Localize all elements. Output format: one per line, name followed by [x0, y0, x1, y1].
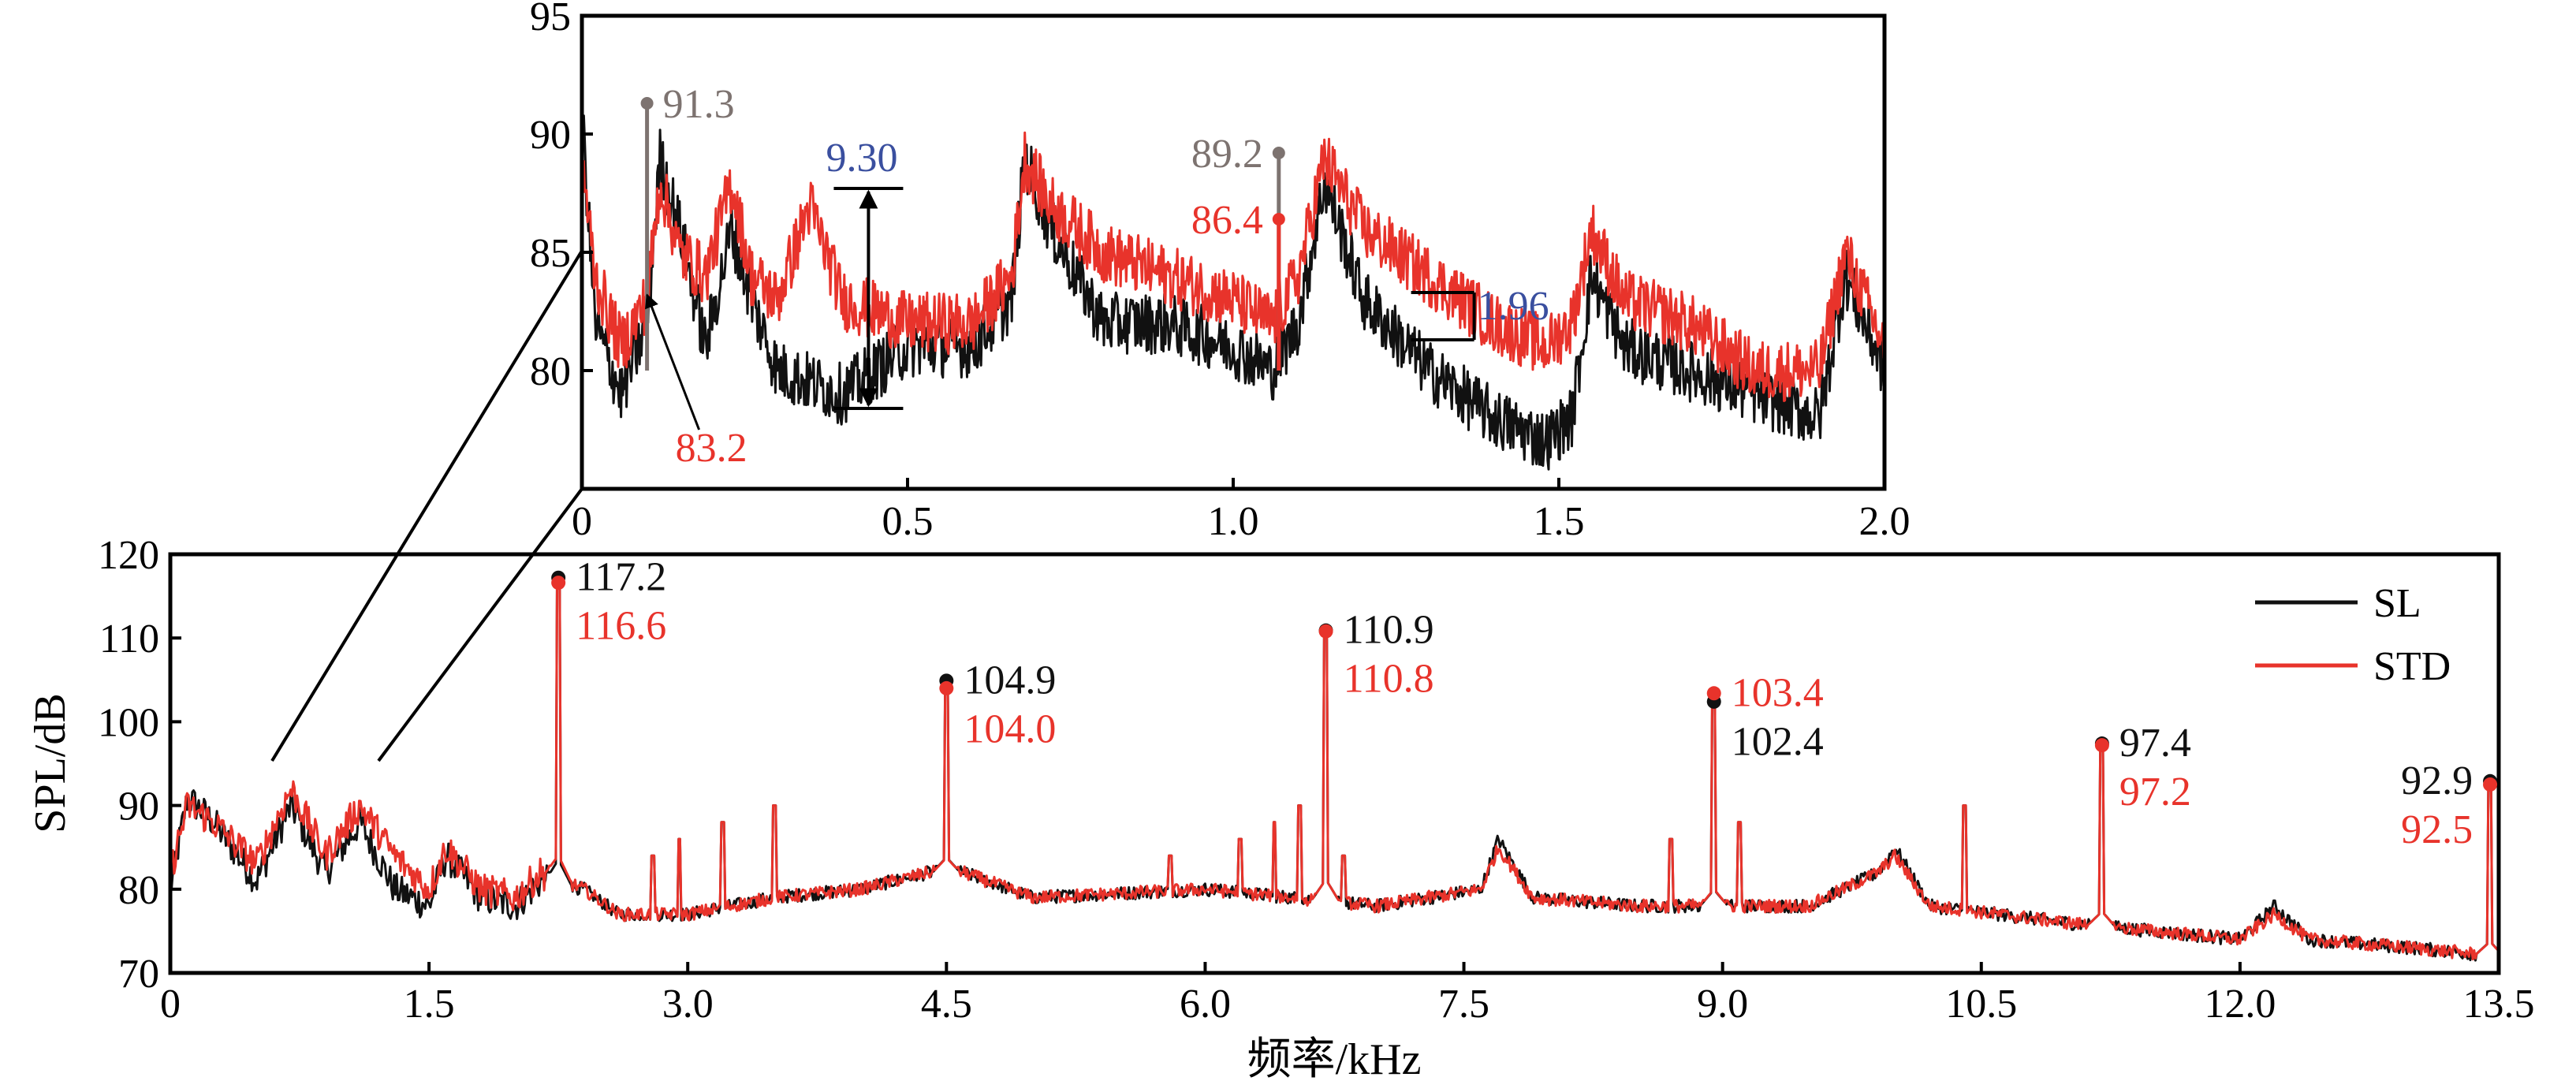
main-peak-std-dot [2483, 777, 2498, 792]
main-x-tick-label: 1.5 [404, 982, 455, 1027]
main-peak-std-label: 92.5 [2401, 807, 2473, 852]
inset-std-line [582, 131, 1884, 402]
legend-std-label: STD [2373, 644, 2451, 689]
inset-y-tick-label: 80 [530, 349, 571, 394]
main-x-tick-label: 7.5 [1438, 982, 1489, 1027]
main-x-tick-label: 3.0 [662, 982, 714, 1027]
main-peak-std-label: 116.6 [576, 604, 666, 649]
main-peak-sl-label: 97.4 [2119, 721, 2191, 766]
main-peak-sl-label: 102.4 [1732, 719, 1824, 764]
inset-peak-label: 89.2 [1191, 132, 1263, 177]
inset-x-tick-label: 1.5 [1534, 499, 1585, 544]
inset-y-tick-label: 90 [530, 113, 571, 158]
inset-x-axis: 0 0.5 1.0 1.5 2.0 [572, 478, 1911, 544]
main-peak-std-label: 97.2 [2119, 770, 2191, 814]
inset-y-axis: 80 85 90 95 [530, 0, 593, 394]
inset-series-sl [582, 114, 1884, 471]
main-peak-std-dot [1318, 624, 1333, 639]
inset-x-tick-label: 1.0 [1208, 499, 1259, 544]
main-y-tick-label: 120 [98, 533, 159, 578]
main-y-tick-label: 100 [98, 700, 159, 745]
main-peak-std-label: 103.4 [1732, 670, 1824, 715]
inset-background [582, 16, 1884, 489]
main-plot-frame [168, 552, 2501, 975]
inset-peak-dot [1272, 147, 1285, 159]
inset-peak-dot [640, 97, 654, 110]
inset-sl-line [582, 114, 1884, 471]
inset-x-tick-label: 2.0 [1859, 499, 1911, 544]
inset-point-label: 83.2 [676, 426, 747, 471]
main-x-axis: 0 1.5 3.0 4.5 6.0 7.5 9.0 10.5 12.0 13.5 [160, 962, 2535, 1027]
inset-x-tick-label: 0.5 [882, 499, 934, 544]
inset-gap-label: 9.30 [826, 136, 897, 181]
main-chart: 0 1.5 3.0 4.5 6.0 7.5 9.0 10.5 12.0 13.5 70 80 90 10… [26, 533, 2535, 1084]
main-x-tick-label: 0 [160, 982, 181, 1027]
main-peak-sl-label: 104.9 [964, 658, 1056, 703]
zoom-connector-left [270, 249, 583, 762]
main-y-axis-label: SPL/dB [26, 693, 75, 833]
main-x-tick-label: 13.5 [2463, 982, 2535, 1027]
main-x-tick-label: 12.0 [2204, 982, 2276, 1027]
inset-annotations: 91.3 89.2 86.4 83.2 9.30 1.96 [640, 82, 1549, 471]
main-y-tick-label: 90 [118, 785, 159, 829]
main-y-tick-label: 110 [99, 617, 159, 662]
zoom-connector-right [377, 487, 583, 762]
main-peak-sl-label: 92.9 [2401, 758, 2473, 803]
main-y-axis: 70 80 90 100 110 120 [98, 533, 181, 997]
inset-x-tick-label: 0 [572, 499, 592, 544]
main-x-tick-label: 4.5 [921, 982, 972, 1027]
inset-gap-label: 1.96 [1478, 284, 1549, 329]
main-peak-sl-label: 117.2 [576, 555, 666, 600]
main-peak-std-dot [2094, 738, 2109, 753]
main-peak-std-dot [551, 576, 566, 591]
main-peak-sl-label: 110.9 [1344, 608, 1434, 653]
main-y-tick-label: 70 [118, 952, 159, 997]
main-x-axis-label: 频率/kHz [1247, 1035, 1422, 1084]
inset-peak-dot [1272, 213, 1285, 225]
main-x-tick-label: 10.5 [1945, 982, 2017, 1027]
inset-y-tick-label: 95 [530, 0, 571, 39]
main-peak-std-label: 104.0 [964, 706, 1056, 751]
main-peak-std-dot [1706, 686, 1721, 701]
main-x-tick-label: 6.0 [1180, 982, 1231, 1027]
main-x-tick-label: 9.0 [1697, 982, 1748, 1027]
inset-peak-label: 86.4 [1191, 198, 1263, 243]
legend: SL STD [2255, 581, 2451, 689]
inset-peak-label: 91.3 [663, 82, 735, 127]
inset-point-leader [645, 293, 700, 430]
main-peak-std-dot [939, 680, 954, 695]
legend-sl-label: SL [2373, 581, 2421, 626]
main-peak-std-label: 110.8 [1344, 657, 1434, 702]
inset-series-std [582, 131, 1884, 402]
main-y-tick-label: 80 [118, 868, 159, 913]
inset-y-tick-label: 85 [530, 231, 571, 276]
